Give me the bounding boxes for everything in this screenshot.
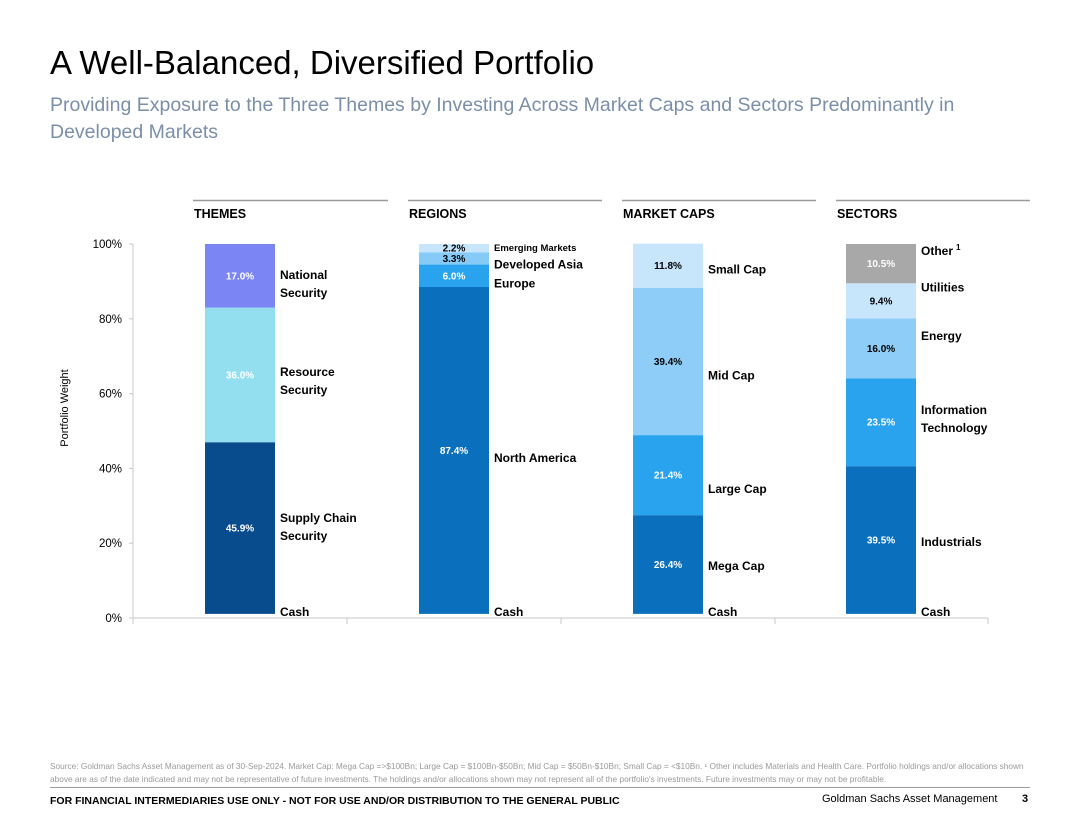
bar-segment-other xyxy=(846,244,916,284)
bar-value-label: 45.9% xyxy=(226,524,254,535)
bar-value-label: 9.4% xyxy=(870,296,893,307)
bar-segment-information-technology xyxy=(846,378,916,467)
category-label-utilities: Utilities xyxy=(921,281,965,295)
footnote-marker: 1 xyxy=(956,243,961,252)
y-tick-label: 20% xyxy=(99,538,122,550)
category-label-cash: Cash xyxy=(280,605,309,619)
y-tick-label: 40% xyxy=(99,463,122,475)
bar-value-label: 36.0% xyxy=(226,370,254,381)
bar-segment-utilities xyxy=(846,283,916,319)
category-label-cash: Cash xyxy=(708,605,737,619)
bar-value-label: 17.0% xyxy=(226,271,254,282)
bar-value-label: 11.8% xyxy=(654,261,682,272)
category-label-supply-chain-security: Security xyxy=(280,529,328,543)
bar-segment-resource-security xyxy=(205,307,275,443)
panel-header-themes: THEMES xyxy=(194,207,246,221)
footer-divider xyxy=(50,787,1030,788)
bar-segment-small-cap xyxy=(633,243,703,288)
bar-value-label: 10.5% xyxy=(867,259,895,270)
y-axis-title: Portfolio Weight xyxy=(59,369,71,446)
firm-name: Goldman Sachs Asset Management xyxy=(822,793,998,805)
bar-value-label: 2.2% xyxy=(443,244,466,255)
category-label-other: Other 1 xyxy=(921,243,961,258)
category-label-developed-asia: Developed Asia xyxy=(494,257,583,271)
bar-value-label: 21.4% xyxy=(654,471,682,482)
bar-segment-industrials xyxy=(846,466,916,614)
y-tick-label: 80% xyxy=(99,314,122,326)
y-tick-label: 100% xyxy=(93,239,122,251)
category-label-resource-security: Security xyxy=(280,383,328,397)
bar-value-label: 3.3% xyxy=(443,254,466,265)
bar-value-label: 87.4% xyxy=(440,446,468,457)
category-label-large-cap: Large Cap xyxy=(708,482,767,496)
bar-segment-mid-cap xyxy=(633,287,703,436)
bar-segment-emerging-markets xyxy=(419,244,489,253)
bar-value-label: 39.4% xyxy=(654,357,682,368)
category-label-emerging-markets: Emerging Markets xyxy=(494,243,576,254)
category-label-supply-chain-security: Supply Chain xyxy=(280,511,357,525)
slide-title: A Well-Balanced, Diversified Portfolio xyxy=(50,44,595,81)
category-label-national-security: National xyxy=(280,268,327,282)
panel-header-sectors: SECTORS xyxy=(837,207,897,221)
bar-segment-north-america xyxy=(419,287,489,614)
bar-value-label: 23.5% xyxy=(867,418,895,429)
category-label-small-cap: Small Cap xyxy=(708,263,766,277)
bar-segment-national-security xyxy=(205,244,275,308)
category-label-industrials: Industrials xyxy=(921,535,982,549)
y-tick-label: 60% xyxy=(99,389,122,401)
bar-value-label: 16.0% xyxy=(867,344,895,355)
bar-segment-europe xyxy=(419,264,489,288)
category-label-cash: Cash xyxy=(494,605,523,619)
bar-value-label: 26.4% xyxy=(654,560,682,571)
portfolio-chart: Portfolio Weight 0% 20% 40% 60% 80% 100% THEMES… xyxy=(59,199,1030,625)
category-label-information-technology: Technology xyxy=(921,421,988,435)
category-label-information-technology: Information xyxy=(921,403,987,417)
panel-header-market-caps: MARKET CAPS xyxy=(623,207,715,221)
panel-header-regions: REGIONS xyxy=(409,207,467,221)
bar-segment-supply-chain-security xyxy=(205,442,275,614)
category-label-resource-security: Resource xyxy=(280,365,335,379)
source-note: Source: Goldman Sachs Asset Management a… xyxy=(50,761,1024,784)
bar-segment-developed-asia xyxy=(419,252,489,265)
bar-value-label: 39.5% xyxy=(867,536,895,547)
bar-segment-energy xyxy=(846,318,916,379)
category-label-mega-cap: Mega Cap xyxy=(708,559,765,573)
distribution-disclaimer: FOR FINANCIAL INTERMEDIARIES USE ONLY - … xyxy=(50,795,620,807)
category-label-europe: Europe xyxy=(494,276,536,290)
category-label-energy: Energy xyxy=(921,329,962,343)
category-label-mid-cap: Mid Cap xyxy=(708,368,755,382)
category-label-cash: Cash xyxy=(921,605,950,619)
y-tick-label: 0% xyxy=(105,613,122,625)
category-label-north-america: North America xyxy=(494,451,577,465)
category-label-national-security: Security xyxy=(280,286,328,300)
bar-value-label: 6.0% xyxy=(443,271,466,282)
slide-subtitle: Providing Exposure to the Three Themes b… xyxy=(50,94,955,143)
bar-segment-mega-cap xyxy=(633,515,703,614)
bar-segment-large-cap xyxy=(633,435,703,516)
page-number: 3 xyxy=(1022,793,1029,805)
